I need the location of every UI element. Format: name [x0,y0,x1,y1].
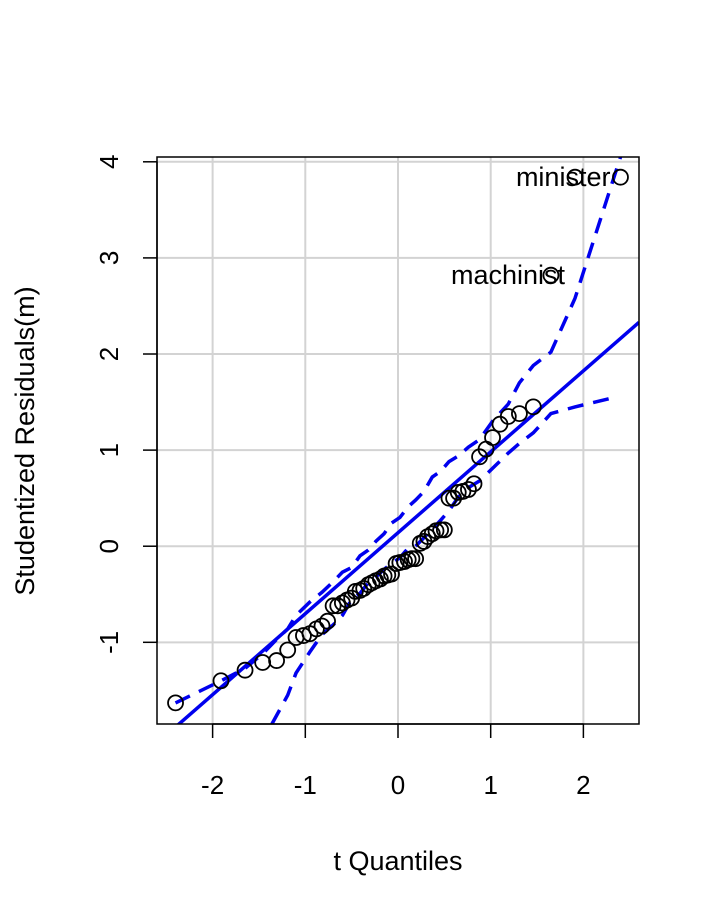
y-tick-label: 4 [94,155,124,169]
x-axis-label: t Quantiles [333,846,462,876]
data-point [440,489,458,507]
data-point [465,475,483,493]
y-tick-label: -1 [94,631,124,654]
x-tick-label: 2 [576,770,590,800]
data-point [329,597,347,615]
y-tick-label: 0 [94,539,124,553]
grid [157,157,639,724]
y-tick-label: 1 [94,443,124,457]
data-point [435,521,453,539]
data-point [542,266,560,284]
data-point [333,594,351,612]
data-point [419,528,437,546]
y-tick-label: 3 [94,251,124,265]
point-label-minister: minister [516,162,611,192]
x-axis: -2 -1 0 1 2 [201,723,591,800]
data-point [484,429,501,447]
data-point [268,652,285,669]
data-point [313,617,331,635]
data-point [324,597,342,615]
data-point [499,408,517,425]
data-point [407,550,425,568]
data-point [355,580,373,597]
point-label-machinist: machinist [451,260,566,290]
confidence-envelope [174,157,623,724]
data-point [423,525,441,543]
x-tick-label: 0 [391,770,405,800]
data-point [511,405,528,422]
data-point [295,627,312,644]
x-tick-label: 1 [483,770,497,800]
data-points [167,168,629,712]
data-point [319,612,336,630]
data-point [279,641,297,659]
y-axis-label: Studentized Residuals(m) [10,286,40,595]
data-point [524,398,542,416]
data-point [566,168,584,186]
x-tick-label: -1 [294,770,317,800]
data-point [212,672,230,690]
y-tick-label: 2 [94,347,124,361]
data-point [254,654,272,671]
data-point [236,661,254,679]
y-axis: -1 0 1 2 3 4 [94,155,158,654]
data-point [460,481,477,498]
envelope-lower-line [270,396,612,724]
data-point [167,694,184,712]
x-tick-label: -2 [201,770,224,800]
data-point [612,168,629,186]
data-point [383,565,400,583]
point-labels: minister machinist [451,162,610,290]
envelope-upper-line [174,157,623,705]
